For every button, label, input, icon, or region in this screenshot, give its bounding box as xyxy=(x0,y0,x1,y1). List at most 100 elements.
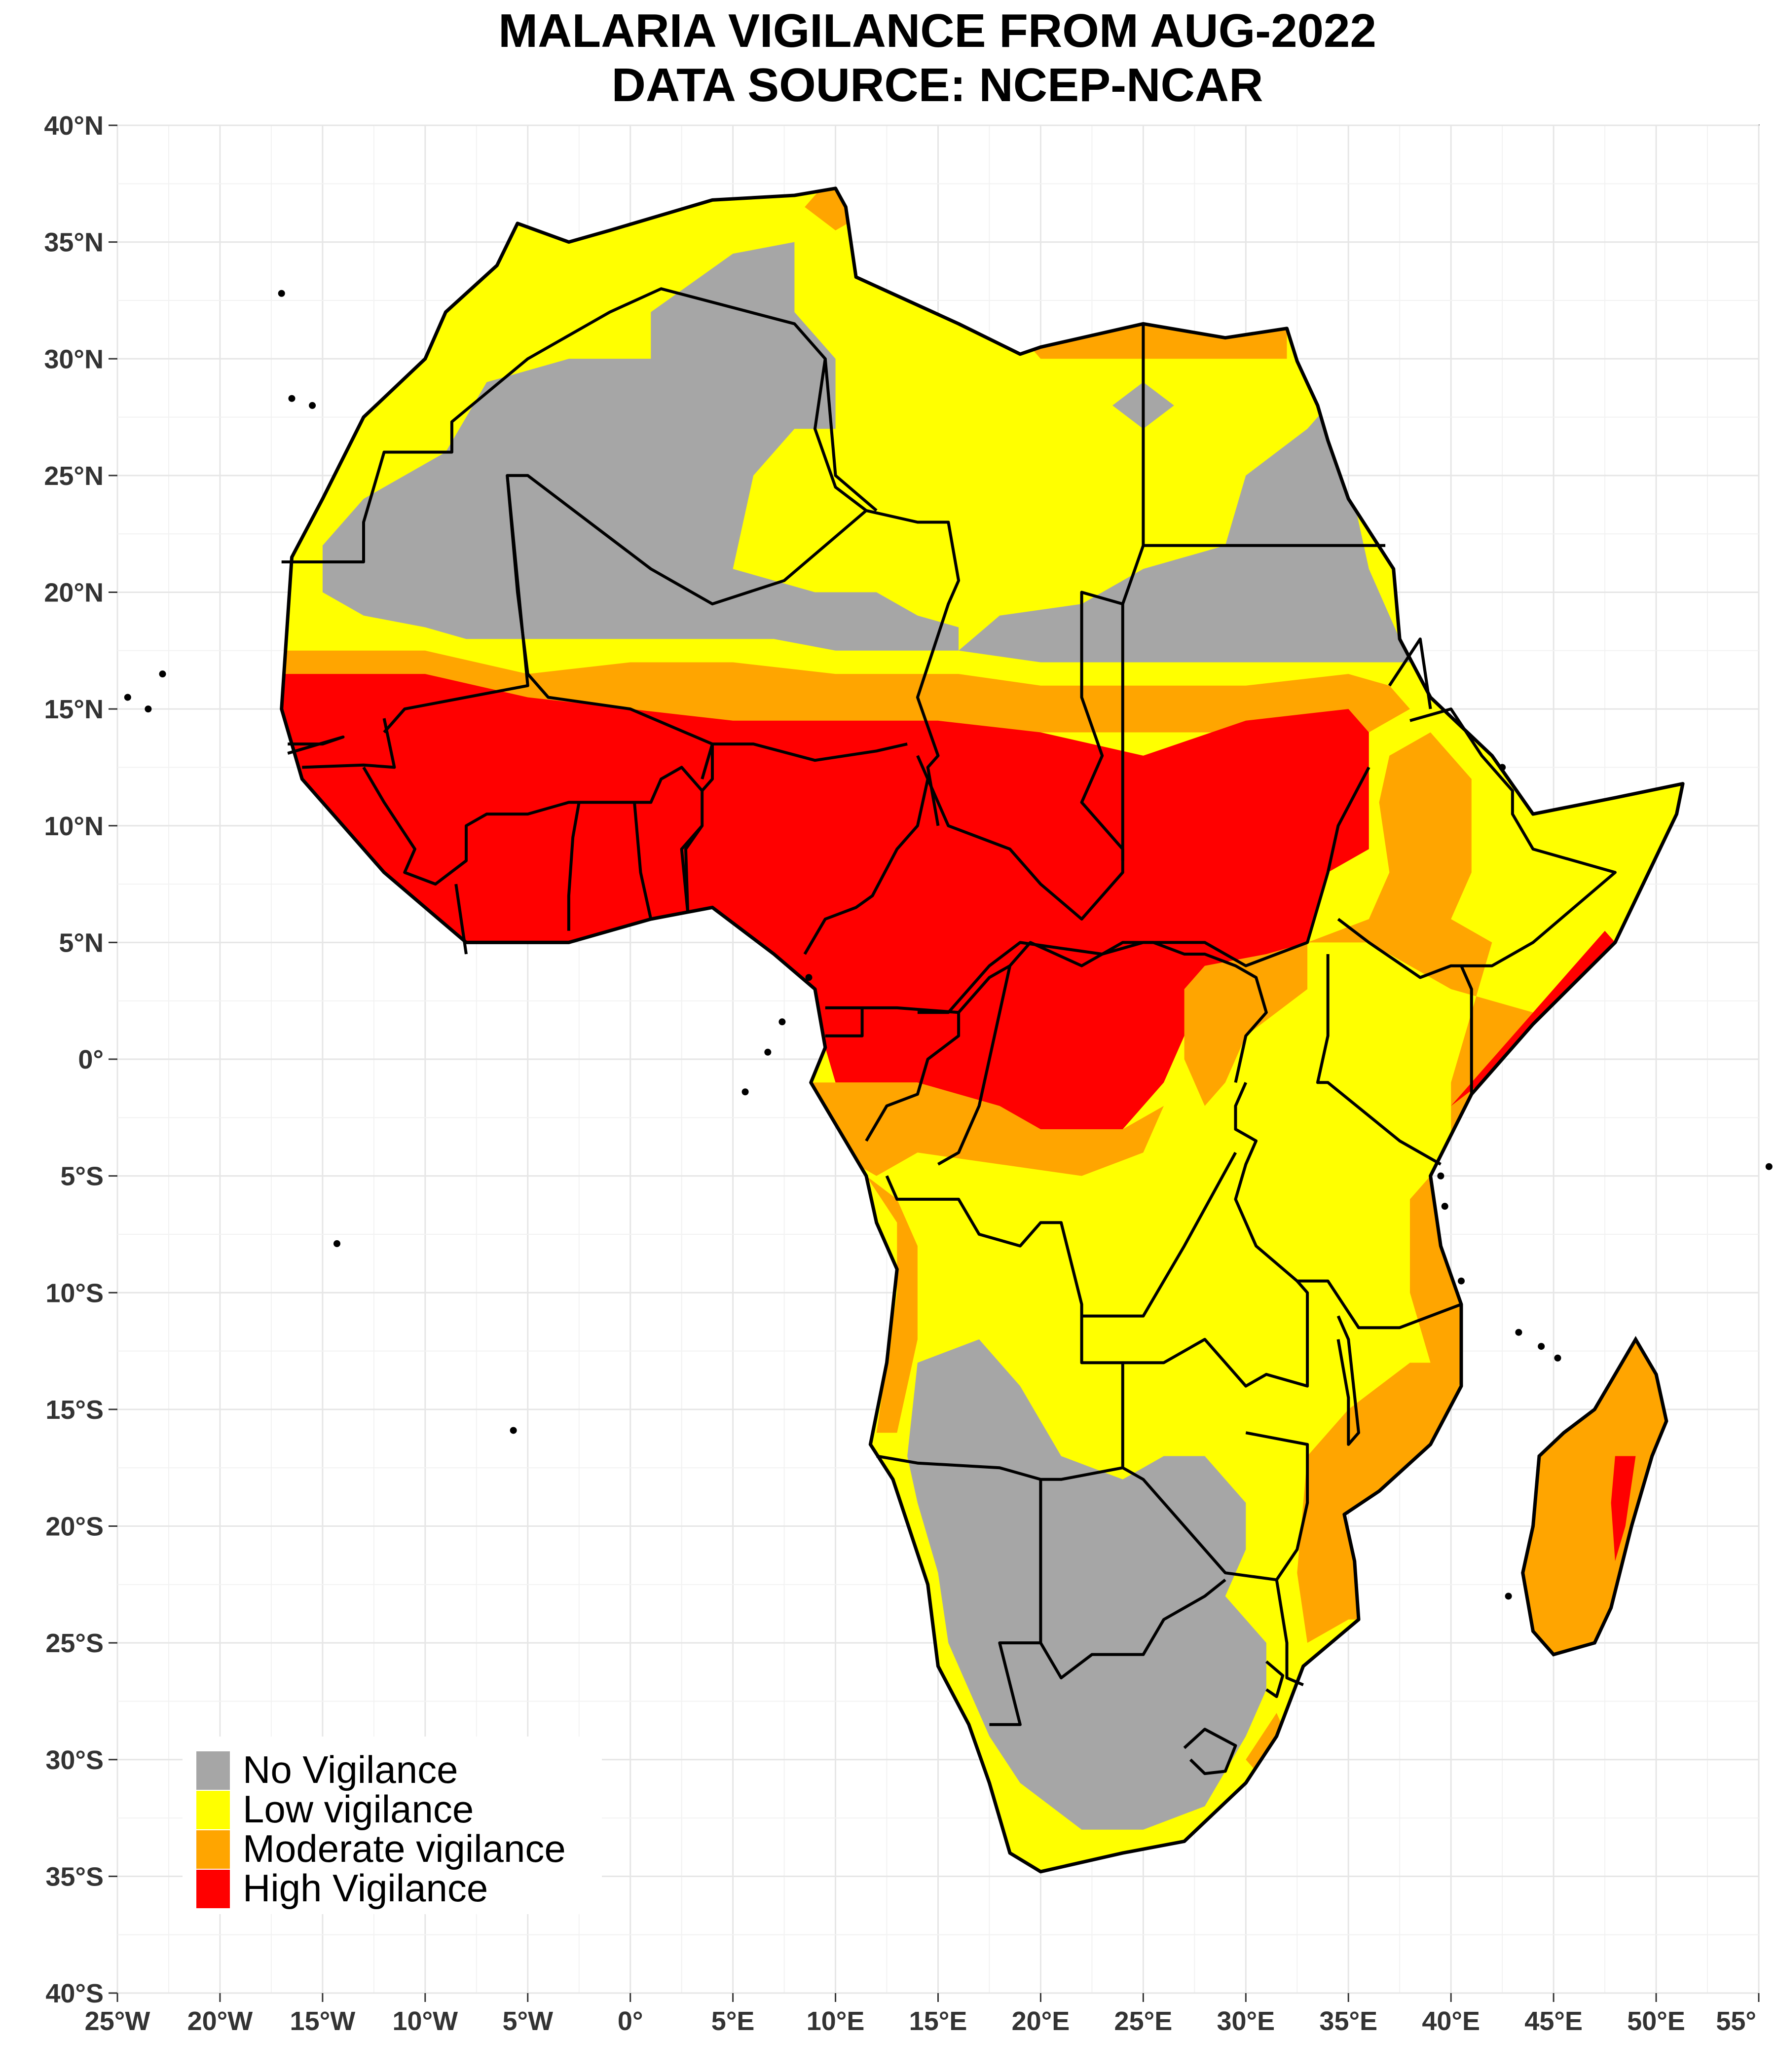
country-border xyxy=(937,964,1012,1166)
islands xyxy=(124,290,1773,1600)
x-axis: 25°W 20°W 15°W 10°W 5°W 0° 5°E 10°E 15°E 20°E 25°E… xyxy=(85,1993,1760,2036)
x-tick-label: 30°E xyxy=(1217,2006,1275,2036)
no-vigilance-namibia-botswana xyxy=(907,1339,1266,1830)
island xyxy=(805,974,813,981)
legend-swatch xyxy=(196,1870,230,1908)
island xyxy=(145,705,152,713)
country-border xyxy=(862,1006,961,1142)
y-tick-label: 20°N xyxy=(44,578,104,608)
y-tick-label: 15°N xyxy=(44,695,104,724)
madagascar-moderate xyxy=(1521,1335,1668,1657)
y-tick-label: 40°N xyxy=(44,111,104,141)
moderate-angola-coast xyxy=(866,1176,918,1433)
island xyxy=(1765,1163,1773,1170)
country-border xyxy=(866,509,961,826)
country-border xyxy=(1039,1578,1226,1680)
y-tick-label: 5°N xyxy=(59,928,104,958)
y-tick-label: 10°N xyxy=(44,812,104,841)
y-axis: 40°N 35°N 30°N 25°N 20°N 15°N 10°N 5°N 0° 5°S 10°S… xyxy=(44,111,117,2008)
island xyxy=(159,670,166,678)
island xyxy=(1441,1203,1448,1210)
island xyxy=(510,1427,517,1434)
island xyxy=(309,402,316,409)
country-border xyxy=(287,735,345,755)
x-tick-label: 25°W xyxy=(85,2006,150,2036)
country-border xyxy=(1337,707,1617,979)
legend-label: No Vigilance xyxy=(243,1748,458,1791)
country-border xyxy=(302,718,396,769)
country-border xyxy=(1183,1728,1237,1776)
high-band-west-central xyxy=(281,674,1369,1129)
y-tick-label: 30°N xyxy=(44,344,104,374)
madagascar-high-vigilance xyxy=(1611,1456,1636,1561)
island xyxy=(124,694,131,701)
no-vigilance-sahara xyxy=(322,242,959,651)
legend-label: Moderate vigilance xyxy=(243,1827,566,1870)
x-tick-label: 40°E xyxy=(1422,2006,1480,2036)
country-border xyxy=(633,802,653,920)
island xyxy=(1457,1277,1465,1285)
country-border xyxy=(1460,965,1473,1094)
legend-swatch xyxy=(196,1830,230,1869)
island xyxy=(278,290,285,297)
y-tick-label: 25°N xyxy=(44,461,104,491)
country-border xyxy=(885,1175,1083,1316)
legend-swatch xyxy=(196,1791,230,1829)
country-border xyxy=(825,1006,864,1037)
x-tick-label: 25°E xyxy=(1114,2006,1173,2036)
y-tick-label: 40°S xyxy=(45,1979,104,2008)
moderate-east-africa xyxy=(1307,732,1533,1620)
x-tick-label: 50°E xyxy=(1627,2006,1685,2036)
map-title-line1: MALARIA VIGILANCE FROM AUG-2022 xyxy=(498,4,1376,57)
y-tick-label: 35°S xyxy=(45,1862,104,1891)
island xyxy=(1538,1343,1545,1350)
island xyxy=(1505,1592,1512,1600)
x-tick-label: 20°E xyxy=(1012,2006,1070,2036)
y-tick-label: 35°N xyxy=(44,228,104,258)
country-border xyxy=(454,884,468,955)
country-border xyxy=(1122,1280,1309,1388)
island xyxy=(764,1048,772,1056)
island xyxy=(1515,1329,1522,1336)
country-border xyxy=(1122,1431,1309,1582)
y-tick-label: 5°S xyxy=(60,1162,104,1191)
island xyxy=(288,395,296,402)
x-tick-label: 55° xyxy=(1716,2006,1756,2036)
no-vigilance-egypt-sudan xyxy=(959,405,1410,663)
country-border xyxy=(362,766,704,913)
y-tick-label: 10°S xyxy=(45,1278,104,1308)
country-border xyxy=(1336,1315,1360,1446)
island xyxy=(1554,1354,1561,1362)
country-border xyxy=(684,825,703,912)
x-tick-label: 5°E xyxy=(711,2006,755,2036)
y-tick-label: 20°S xyxy=(45,1512,104,1542)
country-border xyxy=(567,802,581,931)
moderate-east-africa-lake xyxy=(1184,942,1308,1106)
legend-label: Low vigilance xyxy=(243,1787,474,1831)
y-tick-label: 30°S xyxy=(45,1745,104,1775)
island xyxy=(741,1088,749,1096)
africa-coastline xyxy=(280,186,1685,1874)
country-border xyxy=(876,1151,1237,1481)
island xyxy=(778,1018,786,1026)
island xyxy=(333,1240,340,1247)
country-border xyxy=(1234,1082,1462,1330)
legend-label: High Vigilance xyxy=(243,1866,488,1910)
country-borders xyxy=(281,287,1617,1776)
country-border xyxy=(1008,941,1268,1083)
y-tick-label: 15°S xyxy=(45,1395,104,1425)
country-border xyxy=(701,742,908,779)
country-border xyxy=(1275,1579,1304,1687)
x-tick-label: 15°W xyxy=(290,2006,356,2036)
madagascar xyxy=(1521,1335,1668,1657)
country-border xyxy=(1316,954,1442,1166)
x-tick-label: 10°W xyxy=(392,2006,458,2036)
x-tick-label: 45°E xyxy=(1524,2006,1583,2036)
country-border xyxy=(823,359,878,512)
x-tick-label: 20°W xyxy=(187,2006,253,2036)
high-somalia-coast xyxy=(1451,930,1615,1106)
x-tick-label: 35°E xyxy=(1319,2006,1377,2036)
country-border xyxy=(926,778,1124,921)
